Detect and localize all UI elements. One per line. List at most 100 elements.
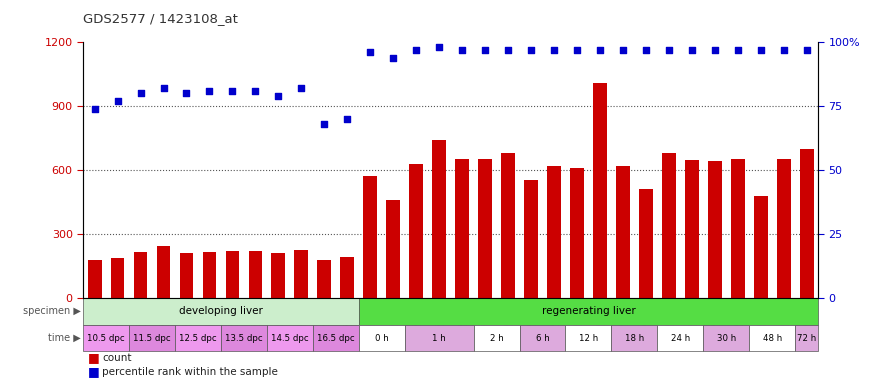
Text: 6 h: 6 h — [536, 333, 550, 343]
Point — [363, 50, 377, 56]
Text: time ▶: time ▶ — [48, 333, 80, 343]
Text: 16.5 dpc: 16.5 dpc — [317, 333, 354, 343]
Bar — [83, 298, 359, 324]
Text: GSM161125: GSM161125 — [758, 301, 764, 345]
Bar — [662, 153, 676, 298]
Bar — [731, 159, 745, 298]
Point — [271, 93, 285, 99]
Bar — [359, 324, 404, 351]
Bar — [685, 161, 699, 298]
Bar — [708, 162, 722, 298]
Bar — [524, 180, 538, 298]
Text: GSM161127: GSM161127 — [803, 301, 809, 345]
Bar — [565, 324, 612, 351]
Text: GSM161116: GSM161116 — [551, 301, 557, 345]
Point — [110, 98, 124, 104]
Text: GSM161135: GSM161135 — [252, 301, 258, 345]
Point — [455, 47, 469, 53]
Text: GSM161137: GSM161137 — [298, 301, 304, 345]
Text: regenerating liver: regenerating liver — [542, 306, 635, 316]
Text: GSM161123: GSM161123 — [711, 301, 718, 345]
Text: GSM161110: GSM161110 — [413, 301, 419, 345]
Text: 10.5 dpc: 10.5 dpc — [88, 333, 125, 343]
Text: 12 h: 12 h — [579, 333, 598, 343]
Point — [547, 47, 561, 53]
Point — [662, 47, 676, 53]
Bar — [520, 324, 565, 351]
Bar — [157, 246, 171, 298]
Text: GSM161130: GSM161130 — [137, 301, 144, 345]
Bar — [267, 324, 313, 351]
Point — [708, 47, 722, 53]
Bar — [88, 260, 102, 298]
Point — [593, 47, 607, 53]
Bar — [220, 324, 267, 351]
Text: GSM161119: GSM161119 — [620, 301, 626, 345]
Text: GSM161139: GSM161139 — [344, 301, 350, 345]
Bar — [704, 324, 749, 351]
Bar — [795, 324, 818, 351]
Point — [226, 88, 240, 94]
Bar — [83, 324, 130, 351]
Point — [248, 88, 262, 94]
Text: ■: ■ — [88, 351, 99, 364]
Point — [318, 121, 332, 127]
Point — [616, 47, 630, 53]
Text: GSM161111: GSM161111 — [436, 301, 442, 345]
Point — [753, 47, 767, 53]
Bar — [363, 176, 377, 298]
Point — [685, 47, 699, 53]
Bar — [179, 253, 193, 298]
Text: GSM161134: GSM161134 — [229, 301, 235, 345]
Bar — [593, 83, 607, 298]
Text: GSM161117: GSM161117 — [574, 301, 580, 345]
Bar — [203, 252, 216, 298]
Point — [570, 47, 584, 53]
Bar — [248, 251, 262, 298]
Point — [639, 47, 653, 53]
Point — [478, 47, 492, 53]
Text: GSM161132: GSM161132 — [184, 301, 190, 345]
Bar — [271, 253, 285, 298]
Bar — [226, 251, 240, 298]
Text: 11.5 dpc: 11.5 dpc — [133, 333, 171, 343]
Text: GSM161114: GSM161114 — [505, 301, 511, 345]
Text: 18 h: 18 h — [625, 333, 644, 343]
Text: developing liver: developing liver — [179, 306, 262, 316]
Point — [157, 85, 171, 91]
Point — [88, 106, 102, 112]
Text: GSM161124: GSM161124 — [735, 301, 741, 345]
Point — [501, 47, 515, 53]
Bar — [313, 324, 359, 351]
Bar — [432, 140, 446, 298]
Bar — [134, 252, 147, 298]
Text: 14.5 dpc: 14.5 dpc — [271, 333, 309, 343]
Text: GSM161133: GSM161133 — [206, 301, 213, 345]
Text: 30 h: 30 h — [717, 333, 736, 343]
Bar — [570, 168, 584, 298]
Point — [134, 90, 148, 96]
Text: 1 h: 1 h — [432, 333, 446, 343]
Bar — [616, 166, 630, 298]
Bar — [657, 324, 704, 351]
Point — [294, 85, 308, 91]
Point — [386, 55, 400, 61]
Point — [202, 88, 216, 94]
Text: GSM161128: GSM161128 — [92, 301, 98, 345]
Bar — [410, 164, 423, 298]
Text: 13.5 dpc: 13.5 dpc — [225, 333, 262, 343]
Text: GSM161109: GSM161109 — [390, 301, 396, 345]
Bar — [455, 159, 469, 298]
Text: 72 h: 72 h — [797, 333, 816, 343]
Text: GSM161131: GSM161131 — [160, 301, 166, 345]
Point — [340, 116, 354, 122]
Text: GSM161112: GSM161112 — [459, 301, 466, 345]
Text: 24 h: 24 h — [671, 333, 690, 343]
Point — [410, 47, 423, 53]
Bar — [294, 250, 308, 298]
Point — [524, 47, 538, 53]
Bar — [110, 258, 124, 298]
Bar — [130, 324, 175, 351]
Text: GSM161122: GSM161122 — [689, 301, 695, 345]
Bar — [547, 166, 561, 298]
